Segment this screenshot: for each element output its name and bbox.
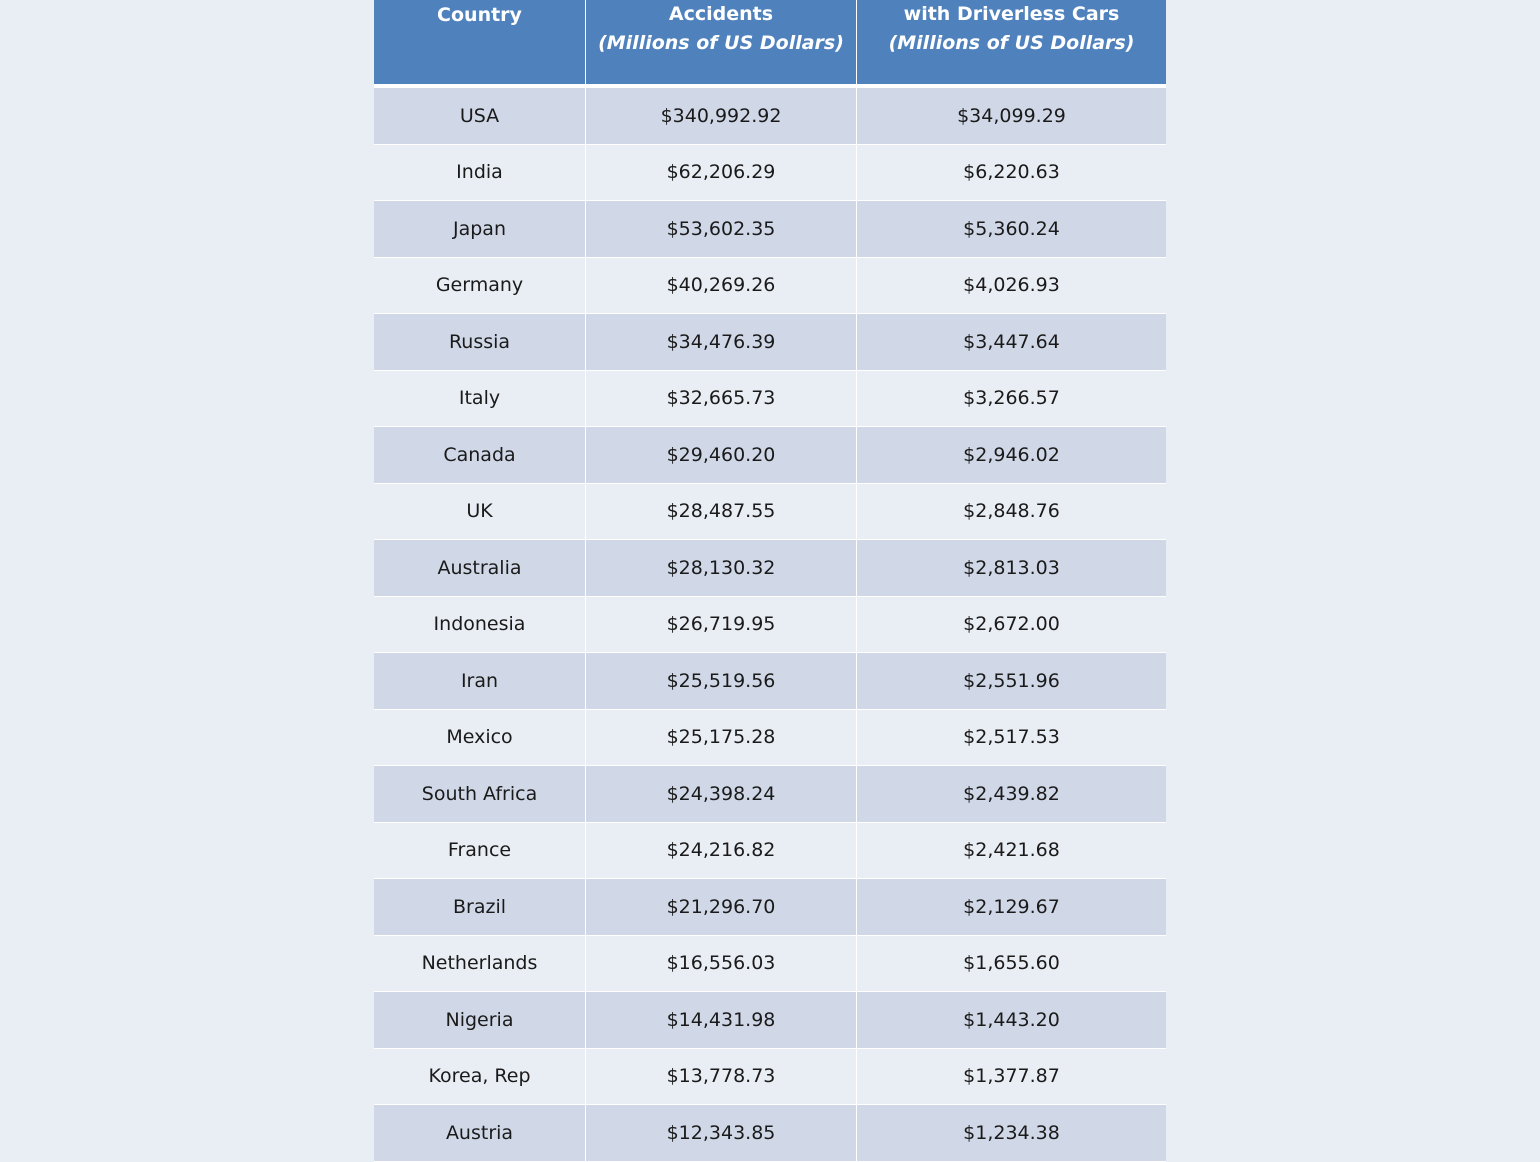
accidents-cost-cell: $53,602.35 [586,201,857,257]
country-cell: Russia [374,314,586,370]
table-row: Indonesia $26,719.95 $2,672.00 [374,596,1166,653]
driverless-cost-cell: $1,377.87 [963,1065,1060,1088]
driverless-cost-cell: $2,421.68 [963,839,1060,862]
country-cell: Nigeria [374,992,586,1048]
country-cell: South Africa [374,766,586,822]
table-row: Nigeria $14,431.98 $1,443.20 [374,992,1166,1049]
accidents-cost-cell: $62,206.29 [586,144,857,200]
column-header-driverless-unit: (Millions of US Dollars) [888,32,1135,54]
accidents-cost-cell: $21,296.70 [586,879,857,935]
accidents-cost-cell: $28,487.55 [586,483,857,539]
table-row: Germany $40,269.26 $4,026.93 [374,257,1166,314]
table-row: Russia $34,476.39 $3,447.64 [374,314,1166,371]
country-cell: Iran [374,653,586,709]
country-cell: Canada [374,427,586,483]
country-cell: UK [374,483,586,539]
column-header-driverless-label: with Driverless Cars [903,3,1120,25]
table-row: Korea, Rep $13,778.73 $1,377.87 [374,1048,1166,1105]
driverless-cost-cell: $2,517.53 [963,726,1060,749]
accidents-cost-cell: $26,719.95 [586,596,857,652]
column-header-country-label: Country [437,4,522,26]
column-header-accidents-label: Accidents [668,3,774,25]
driverless-cost-cell: $1,655.60 [963,952,1060,975]
table-row: Japan $53,602.35 $5,360.24 [374,201,1166,258]
driverless-cost-cell: $3,447.64 [963,330,1060,353]
column-header-accidents: Accidents (Millions of US Dollars) [586,0,857,84]
driverless-cost-cell: $34,099.29 [957,104,1066,127]
driverless-cost-cell: $2,848.76 [963,500,1060,523]
country-cell: Austria [374,1105,586,1161]
accidents-cost-cell: $40,269.26 [586,257,857,313]
table-row: Netherlands $16,556.03 $1,655.60 [374,935,1166,992]
table-header: Country Accidents (Millions of US Dollar… [374,0,1166,88]
table-row: UK $28,487.55 $2,848.76 [374,483,1166,540]
country-cell: Japan [374,201,586,257]
country-cell: India [374,144,586,200]
table-row: Austria $12,343.85 $1,234.38 [374,1105,1166,1162]
accidents-cost-cell: $29,460.20 [586,427,857,483]
driverless-cost-cell: $2,439.82 [963,782,1060,805]
accidents-cost-cell: $25,519.56 [586,653,857,709]
table-row: France $24,216.82 $2,421.68 [374,822,1166,879]
country-cell: Australia [374,540,586,596]
table-row: India $62,206.29 $6,220.63 [374,144,1166,201]
accidents-cost-cell: $28,130.32 [586,540,857,596]
table-row: Australia $28,130.32 $2,813.03 [374,540,1166,597]
column-header-country: Country [374,0,586,84]
table-row: Brazil $21,296.70 $2,129.67 [374,879,1166,936]
driverless-cost-cell: $1,443.20 [963,1008,1060,1031]
driverless-cost-cell: $6,220.63 [963,161,1060,184]
table-row: Iran $25,519.56 $2,551.96 [374,653,1166,710]
accidents-cost-cell: $32,665.73 [586,370,857,426]
driverless-cost-cell: $3,266.57 [963,387,1060,410]
country-cell: USA [374,88,586,144]
accidents-cost-cell: $24,398.24 [586,766,857,822]
country-cell: France [374,822,586,878]
accidents-cost-cell: $12,343.85 [586,1105,857,1161]
country-cell: Brazil [374,879,586,935]
table-body: USA $340,992.92 $34,099.29 India $62,206.29 $… [374,88,1166,1162]
column-header-accidents-unit: (Millions of US Dollars) [598,32,844,54]
driverless-cost-cell: $2,672.00 [963,613,1060,636]
country-cell: Germany [374,257,586,313]
driverless-cost-cell: $2,129.67 [963,895,1060,918]
country-cell: Indonesia [374,596,586,652]
country-cell: Italy [374,370,586,426]
driverless-cost-cell: $2,946.02 [963,443,1060,466]
table-row: USA $340,992.92 $34,099.29 [374,88,1166,145]
country-cell: Korea, Rep [374,1048,586,1104]
country-cell: Netherlands [374,935,586,991]
cost-table: Country Accidents (Millions of US Dollar… [374,0,1166,1162]
table-row: Canada $29,460.20 $2,946.02 [374,427,1166,484]
country-cell: Mexico [374,709,586,765]
accidents-cost-cell: $24,216.82 [586,822,857,878]
table-row: Mexico $25,175.28 $2,517.53 [374,709,1166,766]
table-row: South Africa $24,398.24 $2,439.82 [374,766,1166,823]
accidents-cost-cell: $16,556.03 [586,935,857,991]
accidents-cost-cell: $25,175.28 [586,709,857,765]
column-header-driverless: with Driverless Cars (Millions of US Dol… [857,0,1166,84]
accidents-cost-cell: $34,476.39 [586,314,857,370]
driverless-cost-cell: $2,813.03 [963,556,1060,579]
table-row: Italy $32,665.73 $3,266.57 [374,370,1166,427]
driverless-cost-cell: $2,551.96 [963,669,1060,692]
accidents-cost-cell: $340,992.92 [586,88,857,144]
accidents-cost-cell: $14,431.98 [586,992,857,1048]
driverless-cost-cell: $4,026.93 [963,274,1060,297]
driverless-cost-cell: $5,360.24 [963,217,1060,240]
accidents-cost-cell: $13,778.73 [586,1048,857,1104]
driverless-cost-cell: $1,234.38 [963,1121,1060,1144]
